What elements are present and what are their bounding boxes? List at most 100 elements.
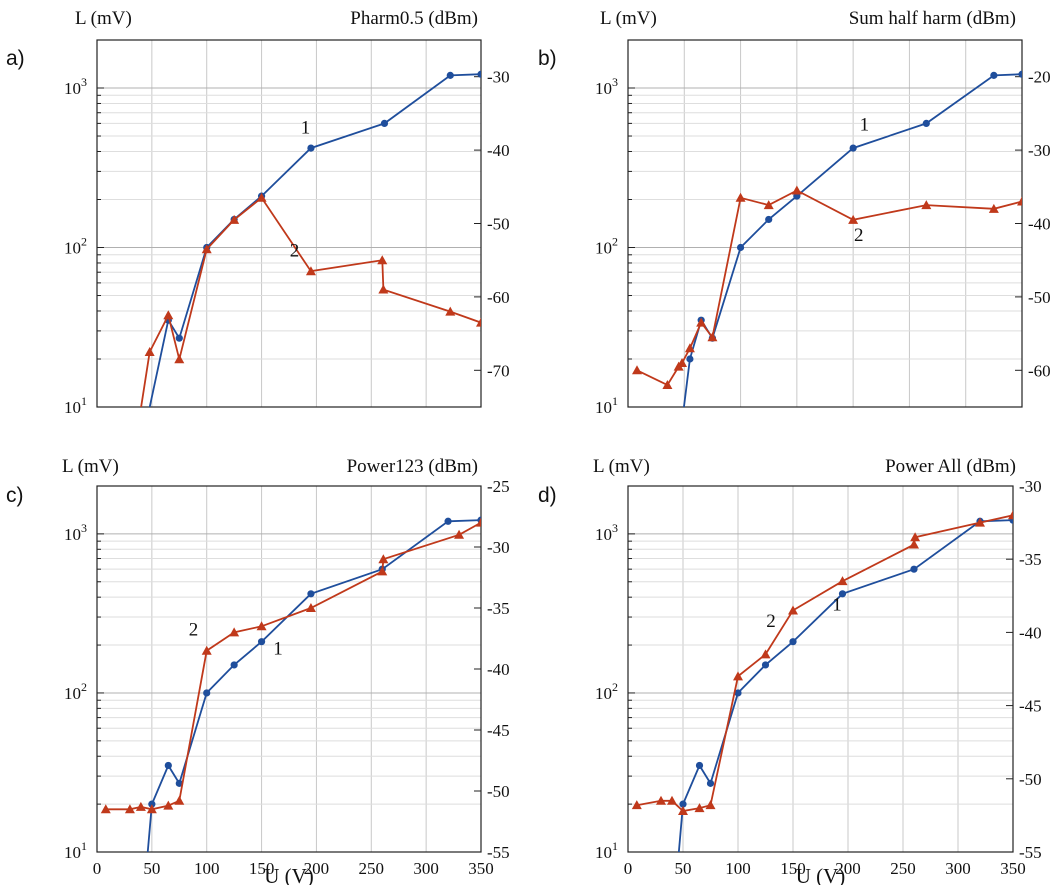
tick-exponent: 2 xyxy=(81,235,87,249)
x-tick-label: 100 xyxy=(725,859,751,878)
series-1-point xyxy=(477,70,481,78)
series-1-point xyxy=(922,119,930,127)
series-2-point xyxy=(656,795,666,805)
tick-exponent: 2 xyxy=(612,235,618,249)
series-area xyxy=(140,70,481,407)
series-1-point xyxy=(678,419,685,426)
series-2-point xyxy=(476,317,481,327)
series-2-point xyxy=(174,795,185,805)
series-2-line xyxy=(636,189,1022,387)
right-axis-label: Power All (dBm) xyxy=(885,456,1016,477)
left-axis-label: L (mV) xyxy=(600,8,657,29)
series-2-point xyxy=(921,200,932,210)
series-2-point xyxy=(378,554,389,564)
series-1-point xyxy=(910,565,918,573)
series-1-point xyxy=(679,800,687,808)
left-axis-label: L (mV) xyxy=(75,8,132,29)
right-tick-label: -45 xyxy=(1019,697,1042,716)
right-tick-label: -50 xyxy=(487,782,510,801)
series-1-point xyxy=(380,119,389,127)
tick-exponent: 2 xyxy=(81,680,87,694)
series-2-point xyxy=(1008,510,1013,520)
right-tick-label: -30 xyxy=(487,538,510,557)
right-tick-label: -55 xyxy=(487,843,510,862)
series-2-point xyxy=(662,379,673,389)
curve-label: 1 xyxy=(860,115,870,136)
x-tick-label: 250 xyxy=(890,859,916,878)
x-tick-label: 50 xyxy=(143,859,160,878)
left-axis-label: L (mV) xyxy=(62,456,119,477)
series-2-line xyxy=(140,196,481,407)
tick-base: 10 xyxy=(64,239,81,258)
x-tick-label: 100 xyxy=(194,859,220,878)
tick-base: 10 xyxy=(595,843,612,862)
left-tick-label: 103 xyxy=(595,75,618,98)
x-tick-label: 0 xyxy=(624,859,633,878)
series-2-line xyxy=(105,521,481,811)
series-2-point xyxy=(201,244,212,254)
series-1-point xyxy=(175,779,183,787)
series-1-point xyxy=(307,590,315,598)
x-tick-label: 200 xyxy=(304,859,330,878)
tick-base: 10 xyxy=(595,239,612,258)
series-2-point xyxy=(707,332,718,342)
left-axis-label: L (mV) xyxy=(593,456,650,477)
right-tick-label: -50 xyxy=(1028,288,1051,307)
tick-base: 10 xyxy=(64,398,81,417)
series-1-line xyxy=(677,519,1013,852)
series-2-point xyxy=(378,284,389,294)
right-tick-label: -30 xyxy=(1028,141,1051,160)
series-1-point xyxy=(789,638,797,646)
series-2-point xyxy=(763,200,774,210)
series-1-point xyxy=(164,761,172,770)
series-1-point xyxy=(446,71,454,79)
series-2-point xyxy=(135,801,146,811)
series-1-point xyxy=(257,638,266,646)
series-2-point xyxy=(735,192,746,202)
series-2-point xyxy=(988,203,999,213)
x-tick-label: 50 xyxy=(675,859,692,878)
x-tick-label: 300 xyxy=(945,859,971,878)
series-2-point xyxy=(377,566,388,576)
series-2-point xyxy=(445,306,456,316)
curve-label: 2 xyxy=(290,240,300,261)
tick-base: 10 xyxy=(64,79,81,98)
curve-label: 1 xyxy=(301,117,311,138)
series-1-point xyxy=(686,355,694,363)
series-1-point xyxy=(307,144,315,152)
x-tick-label: 300 xyxy=(413,859,439,878)
series-2-point xyxy=(201,645,212,655)
series-2-point xyxy=(305,603,316,612)
series-1-point xyxy=(148,800,156,808)
series-1-point xyxy=(230,661,238,669)
right-tick-label: -30 xyxy=(1019,477,1042,496)
right-tick-label: -40 xyxy=(487,660,510,679)
series-1-point xyxy=(736,243,745,252)
series-1-point xyxy=(444,517,452,525)
series-area xyxy=(631,510,1013,852)
tick-base: 10 xyxy=(64,684,81,703)
curve-label: 2 xyxy=(854,225,864,246)
series-2-point xyxy=(696,317,707,327)
right-axis-label: Power123 (dBm) xyxy=(347,456,478,477)
series-area xyxy=(100,516,481,852)
right-tick-label: -60 xyxy=(1028,361,1051,380)
tick-base: 10 xyxy=(595,79,612,98)
series-2-point xyxy=(694,803,705,813)
series-1-point xyxy=(761,661,770,669)
tick-base: 10 xyxy=(64,843,81,862)
series-2-point xyxy=(146,804,157,814)
right-tick-label: -25 xyxy=(487,477,510,496)
series-2-point xyxy=(733,671,743,681)
tick-base: 10 xyxy=(595,398,612,417)
series-2-point xyxy=(678,806,688,816)
series-2-point xyxy=(791,185,802,195)
tick-exponent: 3 xyxy=(612,75,618,89)
series-2-point xyxy=(377,255,388,265)
left-tick-label: 102 xyxy=(64,680,87,703)
series-1-line xyxy=(683,73,1022,407)
series-2-point xyxy=(229,627,240,637)
